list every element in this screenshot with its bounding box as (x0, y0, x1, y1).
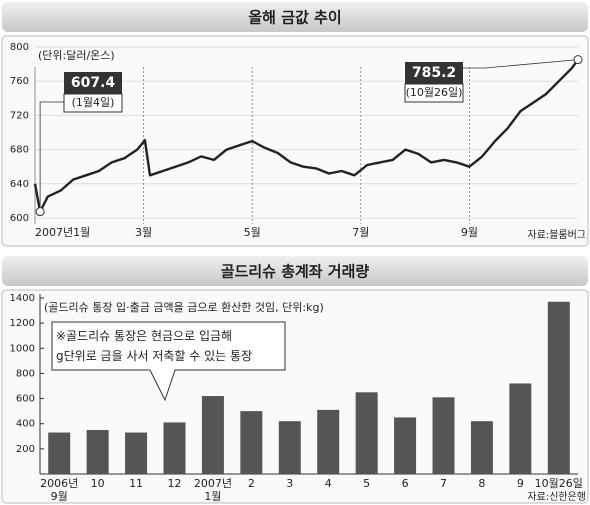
bar (317, 409, 340, 474)
label-box (405, 62, 463, 84)
x-tick-label: 9 (516, 477, 524, 490)
y-tick-label: 720 (10, 110, 29, 121)
bar (355, 392, 378, 474)
label-box (63, 93, 123, 113)
chart-title: 골드리슈 총계좌 거래량 (221, 263, 370, 281)
x-tick-label: 12 (167, 477, 182, 490)
y-tick-label: 400 (16, 419, 35, 430)
x-tick-label: 7월 (352, 226, 369, 239)
annotation: (10월26일) (406, 85, 463, 99)
y-tick-label: 1000 (10, 343, 35, 354)
callout-box (51, 321, 286, 402)
unit-note: (골드리슈 통장 입·출금 금액을 금으로 환산한 것임, 단위:kg) (44, 301, 324, 314)
bar (86, 430, 109, 474)
source: 자료:신한은행 (527, 491, 586, 503)
bar (509, 383, 532, 474)
bar (394, 417, 417, 474)
unit-note: (단위:달러/온스) (38, 49, 115, 62)
y-tick-label: 1200 (10, 318, 35, 329)
x-tick-label: 2007년 1월 (193, 477, 232, 503)
y-tick-label: 680 (10, 145, 29, 156)
point (573, 55, 583, 65)
label-box (404, 83, 464, 103)
x-tick-label: 3 (286, 477, 294, 490)
connector (39, 101, 64, 212)
title-band (2, 256, 588, 286)
label-box (64, 72, 122, 94)
chart-title: 올해 금값 추이 (248, 9, 341, 27)
data-label: 785.2 (412, 65, 456, 81)
x-tick-label: 10 (90, 477, 105, 490)
x-tick-label: 4 (324, 477, 332, 490)
y-tick-label: 640 (10, 179, 29, 190)
source: 자료:블룸버그 (527, 229, 586, 241)
bar (547, 301, 570, 474)
y-tick-label: 760 (10, 76, 29, 87)
note: ※골드리슈 통장은 현금으로 입금해 g단위로 금을 사서 저축할 수 있는 통… (56, 329, 253, 363)
x-tick-label: 2006년 9월 (40, 477, 79, 503)
x-tick-label: 6 (401, 477, 409, 490)
y-tick-label: 800 (10, 42, 29, 53)
data-label: 607.4 (71, 75, 116, 91)
x-tick-label: 2 (247, 477, 255, 490)
point (35, 207, 45, 217)
bar (125, 432, 148, 474)
y-tick-label: 1400 (10, 293, 35, 304)
y-tick-label: 200 (16, 444, 35, 455)
x-tick-label: 10월26일 (534, 477, 583, 490)
y-tick-label: 600 (10, 213, 29, 224)
x-tick-label: 5 (363, 477, 371, 490)
bar (432, 397, 455, 474)
x-tick-label: 7 (440, 477, 447, 490)
annotation: (1월4일) (72, 95, 115, 109)
bar (240, 411, 263, 474)
panel (1, 35, 589, 247)
x-tick-label: 9월 (461, 226, 478, 239)
y-tick-label: 600 (16, 394, 35, 405)
x-tick-label: 8 (478, 477, 486, 490)
bar (470, 421, 493, 474)
connector (463, 59, 579, 69)
bar (48, 432, 71, 474)
title-band (2, 2, 588, 32)
bar (163, 422, 186, 474)
bar (278, 421, 301, 474)
bar (201, 396, 224, 474)
x-tick-label: 5월 (244, 226, 261, 239)
line (33, 58, 579, 213)
x-tick-label: 2007년1월 (35, 226, 90, 239)
y-tick-label: 800 (16, 368, 35, 379)
x-tick-label: 11 (129, 477, 144, 490)
x-tick-label: 3월 (135, 226, 152, 239)
